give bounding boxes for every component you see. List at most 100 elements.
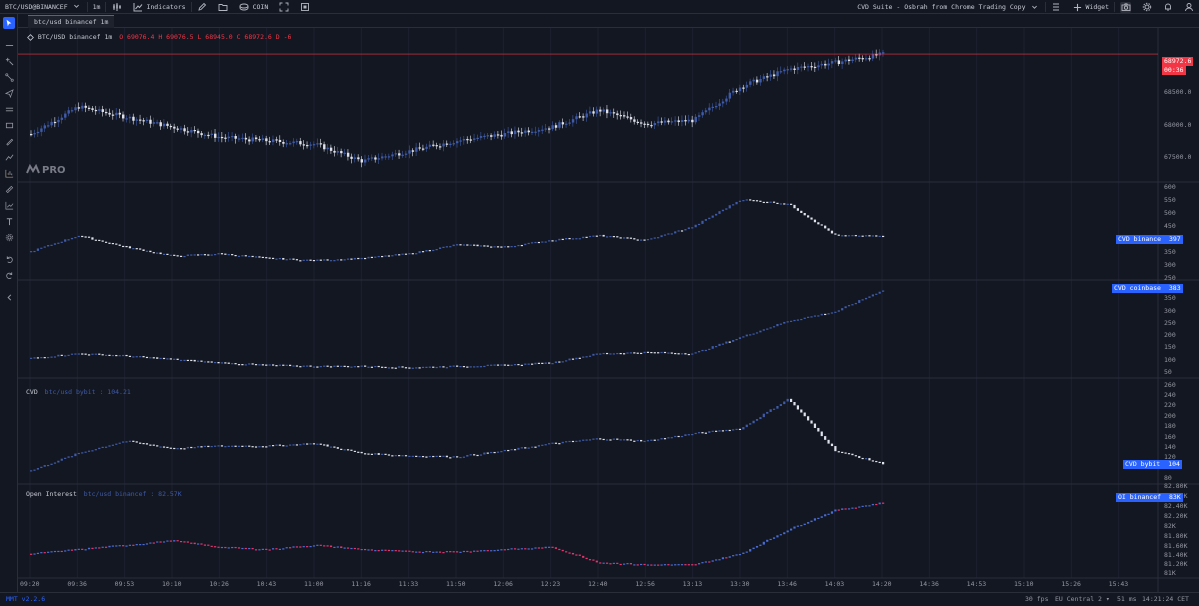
folder-button[interactable] bbox=[213, 0, 234, 14]
cvd-bar bbox=[483, 452, 486, 455]
candle bbox=[227, 136, 231, 139]
redo-icon[interactable] bbox=[3, 269, 15, 281]
cvd-bar bbox=[738, 200, 742, 202]
symbol-selector[interactable]: BTC/USD@BINANCEF bbox=[0, 0, 87, 14]
indicators-button[interactable]: Indicators bbox=[127, 0, 190, 14]
oi-bar bbox=[210, 545, 213, 547]
candle bbox=[261, 138, 265, 141]
undo-icon[interactable] bbox=[3, 253, 15, 265]
cvd-bar bbox=[704, 432, 707, 434]
cvd-bar bbox=[98, 239, 101, 242]
oi-bar bbox=[227, 547, 230, 549]
chart-area[interactable]: BTC/USD binancef 1m O 69076.4 H 69076.5 … bbox=[18, 28, 1199, 592]
candle bbox=[841, 61, 844, 65]
candle bbox=[132, 116, 135, 121]
cvd-bar bbox=[742, 336, 745, 338]
bar-chart-icon[interactable] bbox=[3, 167, 15, 179]
horizontal-line-icon[interactable] bbox=[3, 39, 15, 51]
cvd-bar bbox=[285, 259, 288, 261]
candle bbox=[476, 137, 479, 140]
cvd-bar bbox=[817, 427, 820, 432]
cvd-bar bbox=[650, 439, 653, 441]
cvd-bar bbox=[401, 366, 404, 368]
gear-icon[interactable] bbox=[3, 231, 15, 243]
cvd-bar bbox=[462, 365, 466, 368]
cvd-bar bbox=[289, 364, 292, 367]
account-button[interactable] bbox=[1178, 0, 1199, 14]
cvd-bar bbox=[653, 352, 656, 354]
chart-type-button[interactable] bbox=[106, 0, 127, 14]
rectangle-icon[interactable] bbox=[3, 119, 15, 131]
oi-bar bbox=[759, 544, 762, 546]
brush-icon[interactable] bbox=[3, 135, 15, 147]
cvd-bar bbox=[745, 424, 748, 428]
trend-line-icon[interactable] bbox=[3, 55, 15, 67]
cvd-bar bbox=[101, 240, 104, 242]
oi-bar bbox=[462, 550, 466, 553]
chart-line-icon[interactable] bbox=[3, 151, 15, 163]
add-widget-button[interactable]: Widget bbox=[1067, 0, 1114, 14]
oi-bar bbox=[697, 563, 701, 565]
ruler-icon[interactable] bbox=[3, 183, 15, 195]
text-icon[interactable] bbox=[3, 215, 15, 227]
grid-layout-button[interactable] bbox=[1046, 0, 1067, 14]
tab-chart[interactable]: btc/usd binancef 1m bbox=[28, 15, 115, 28]
collapse-chevron-icon[interactable] bbox=[3, 291, 15, 303]
cvd-bar bbox=[57, 354, 60, 357]
fullscreen-button[interactable] bbox=[273, 0, 294, 14]
measure-icon[interactable] bbox=[3, 199, 15, 211]
cvd-bar bbox=[663, 234, 667, 236]
cursor-icon[interactable] bbox=[3, 17, 15, 29]
cvd-bar bbox=[84, 451, 87, 453]
region-selector[interactable]: EU Central 2 ▾ bbox=[1055, 595, 1110, 603]
oi-bar bbox=[585, 557, 588, 560]
time-axis[interactable]: 09:20 09:36 09:53 10:10 10:26 10:43 11:00 11:16… bbox=[18, 580, 1199, 592]
coin-button[interactable]: COIN bbox=[234, 0, 274, 14]
cvd-bar bbox=[384, 255, 387, 257]
screenshot-button[interactable] bbox=[1115, 0, 1136, 14]
cvd-bar bbox=[602, 234, 605, 237]
cvd-bar bbox=[473, 244, 476, 246]
cvd-bar bbox=[558, 361, 561, 363]
cvd-bar bbox=[575, 238, 578, 240]
cvd-bar bbox=[398, 366, 401, 368]
oi-bar bbox=[312, 545, 316, 547]
cvd-bar bbox=[268, 364, 271, 366]
candle bbox=[462, 139, 466, 141]
path-icon[interactable] bbox=[3, 71, 15, 83]
layout-selector[interactable]: CVD Suite - Osbrah from Chrome Trading C… bbox=[852, 0, 1044, 14]
oi-bar bbox=[527, 548, 530, 550]
cvd-bar bbox=[70, 456, 74, 458]
candle bbox=[428, 144, 432, 147]
candle bbox=[864, 58, 868, 60]
alerts-button[interactable] bbox=[1157, 0, 1178, 14]
oi-bar bbox=[265, 548, 268, 550]
draw-button[interactable] bbox=[192, 0, 213, 14]
cvd-bar bbox=[421, 455, 425, 458]
cvd-bar bbox=[697, 432, 701, 434]
cvd-bar bbox=[643, 351, 646, 354]
cvd-bar bbox=[503, 246, 506, 248]
bybit-legend-series: btc/usd bybit : 104.21 bbox=[44, 388, 131, 396]
oi-bar bbox=[60, 550, 63, 553]
cvd-bar bbox=[551, 240, 554, 242]
oi-bar bbox=[745, 551, 748, 553]
settings-button[interactable] bbox=[1136, 0, 1157, 14]
cvd-bar bbox=[387, 255, 391, 257]
oi-bar bbox=[507, 548, 510, 551]
cvd-bar bbox=[697, 223, 701, 226]
chart-canvas[interactable] bbox=[18, 28, 1199, 592]
interval-selector[interactable]: 1m bbox=[88, 0, 106, 14]
parallel-lines-icon[interactable] bbox=[3, 103, 15, 115]
send-icon[interactable] bbox=[3, 87, 15, 99]
cvd-bar bbox=[694, 432, 697, 435]
cvd-bar bbox=[350, 258, 353, 260]
cvd-bar bbox=[271, 364, 275, 366]
cvd-bar bbox=[292, 365, 295, 367]
cvd-bar bbox=[871, 235, 874, 237]
snapshot-button[interactable] bbox=[294, 0, 315, 14]
cvd-bar bbox=[200, 446, 203, 448]
candle bbox=[299, 141, 302, 145]
cvd-bar bbox=[258, 446, 261, 448]
candle bbox=[214, 133, 217, 138]
